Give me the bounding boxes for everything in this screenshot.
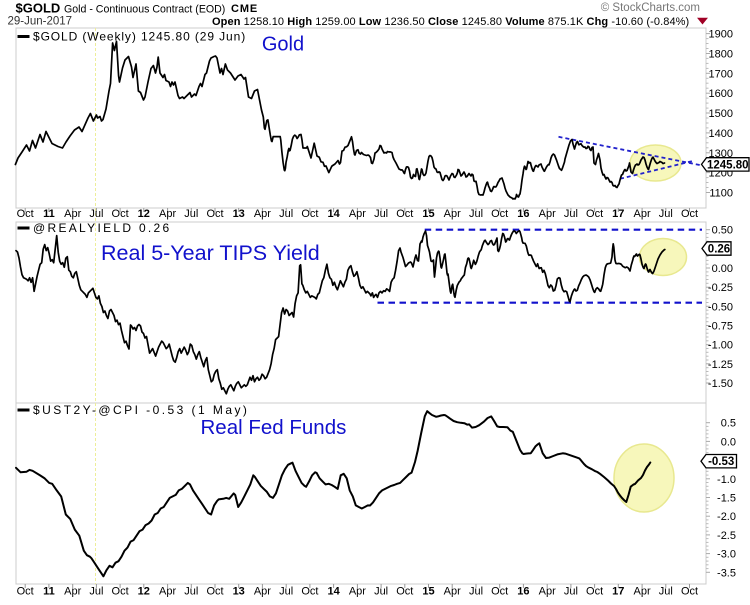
svg-text:Apr: Apr: [349, 586, 366, 598]
svg-text:$GOLD: $GOLD: [16, 1, 61, 16]
svg-text:12: 12: [138, 586, 150, 598]
svg-text:$GOLD (Weekly) 1245.80 (29 Jun: $GOLD (Weekly) 1245.80 (29 Jun): [33, 30, 246, 44]
svg-text:Apr: Apr: [444, 208, 461, 220]
svg-text:1100: 1100: [709, 188, 733, 200]
svg-text:Apr: Apr: [349, 208, 366, 220]
svg-text:13: 13: [233, 586, 245, 598]
svg-text:Oct: Oct: [17, 586, 34, 598]
svg-text:Oct: Oct: [396, 208, 413, 220]
svg-text:CME: CME: [231, 3, 258, 15]
svg-text:Jul: Jul: [469, 208, 483, 220]
svg-text:1900: 1900: [709, 29, 733, 41]
svg-text:Oct: Oct: [206, 208, 223, 220]
svg-text:14: 14: [327, 208, 340, 220]
svg-text:Oct: Oct: [206, 586, 223, 598]
svg-text:1300: 1300: [709, 148, 733, 160]
svg-text:15: 15: [422, 208, 434, 220]
svg-text:Apr: Apr: [444, 586, 461, 598]
svg-text:Oct: Oct: [112, 208, 129, 220]
svg-text:1600: 1600: [709, 88, 733, 100]
svg-text:17: 17: [612, 586, 624, 598]
svg-text:-1.0: -1.0: [717, 474, 736, 486]
svg-text:29-Jun-2017: 29-Jun-2017: [8, 16, 73, 28]
svg-text:Oct: Oct: [491, 208, 508, 220]
svg-text:$UST2Y-@CPI -0.53 (1 May): $UST2Y-@CPI -0.53 (1 May): [33, 403, 249, 417]
svg-text:@REALYIELD 0.26: @REALYIELD 0.26: [33, 221, 172, 235]
svg-text:Apr: Apr: [64, 208, 81, 220]
svg-text:16: 16: [517, 586, 529, 598]
svg-text:-0.25: -0.25: [708, 282, 733, 294]
svg-text:Oct: Oct: [17, 208, 34, 220]
svg-text:Apr: Apr: [64, 586, 81, 598]
svg-text:-1.50: -1.50: [708, 378, 733, 390]
svg-text:Real Fed Funds: Real Fed Funds: [201, 416, 347, 439]
svg-text:Jul: Jul: [564, 208, 578, 220]
svg-text:11: 11: [43, 586, 55, 598]
svg-text:0.26: 0.26: [708, 244, 730, 256]
svg-text:1800: 1800: [709, 49, 733, 61]
svg-text:Apr: Apr: [159, 586, 176, 598]
svg-text:© StockCharts.com: © StockCharts.com: [601, 2, 700, 14]
svg-text:Jul: Jul: [89, 208, 103, 220]
svg-text:15: 15: [422, 586, 434, 598]
svg-text:Jul: Jul: [469, 586, 483, 598]
svg-text:Open 1258.10 High 1259.00 Low: Open 1258.10 High 1259.00 Low 1236.50 Cl…: [212, 16, 689, 28]
svg-text:Jul: Jul: [279, 208, 293, 220]
svg-text:Jul: Jul: [659, 208, 673, 220]
svg-text:12: 12: [138, 208, 150, 220]
svg-text:Apr: Apr: [539, 208, 556, 220]
svg-text:Oct: Oct: [396, 586, 413, 598]
svg-text:Oct: Oct: [586, 586, 603, 598]
svg-text:-0.53: -0.53: [708, 456, 734, 468]
svg-text:-1.25: -1.25: [708, 359, 733, 371]
svg-text:14: 14: [327, 586, 340, 598]
svg-text:Oct: Oct: [681, 208, 698, 220]
svg-text:-1.00: -1.00: [708, 340, 733, 352]
svg-text:Apr: Apr: [159, 208, 176, 220]
svg-text:1500: 1500: [709, 108, 733, 120]
svg-text:Jul: Jul: [184, 586, 198, 598]
svg-text:Jul: Jul: [279, 586, 293, 598]
svg-text:-0.50: -0.50: [708, 301, 733, 313]
svg-text:Apr: Apr: [254, 208, 271, 220]
svg-text:Gold: Gold: [262, 34, 304, 56]
svg-text:0.00: 0.00: [712, 263, 733, 275]
svg-text:-3.5: -3.5: [717, 567, 736, 579]
svg-text:Jul: Jul: [89, 586, 103, 598]
svg-text:-3.0: -3.0: [717, 549, 736, 561]
svg-text:Apr: Apr: [634, 208, 651, 220]
svg-text:Gold - Continuous Contract (EO: Gold - Continuous Contract (EOD): [64, 4, 225, 16]
svg-text:-1.5: -1.5: [717, 493, 736, 505]
svg-text:13: 13: [233, 208, 245, 220]
svg-text:Oct: Oct: [301, 586, 318, 598]
svg-text:11: 11: [43, 208, 55, 220]
svg-text:Oct: Oct: [491, 586, 508, 598]
svg-text:0.0: 0.0: [721, 436, 736, 448]
svg-text:Apr: Apr: [634, 586, 651, 598]
svg-text:Jul: Jul: [564, 586, 578, 598]
svg-text:1245.80: 1245.80: [707, 159, 749, 171]
svg-text:Jul: Jul: [659, 586, 673, 598]
svg-text:0.5: 0.5: [721, 418, 736, 430]
svg-text:1700: 1700: [709, 68, 733, 80]
svg-text:Jul: Jul: [374, 208, 388, 220]
svg-text:Jul: Jul: [184, 208, 198, 220]
svg-text:Oct: Oct: [112, 586, 129, 598]
svg-text:-2.0: -2.0: [717, 511, 736, 523]
svg-text:Real 5-Year TIPS Yield: Real 5-Year TIPS Yield: [101, 241, 320, 265]
svg-text:Oct: Oct: [681, 586, 698, 598]
svg-text:Jul: Jul: [374, 586, 388, 598]
svg-text:Oct: Oct: [301, 208, 318, 220]
svg-text:Apr: Apr: [539, 586, 556, 598]
svg-text:Oct: Oct: [586, 208, 603, 220]
svg-text:-0.75: -0.75: [708, 321, 733, 333]
svg-text:17: 17: [612, 208, 624, 220]
svg-text:Apr: Apr: [254, 586, 271, 598]
svg-text:16: 16: [517, 208, 529, 220]
svg-text:1400: 1400: [709, 128, 733, 140]
svg-text:0.50: 0.50: [712, 225, 733, 237]
svg-text:-2.5: -2.5: [717, 530, 736, 542]
